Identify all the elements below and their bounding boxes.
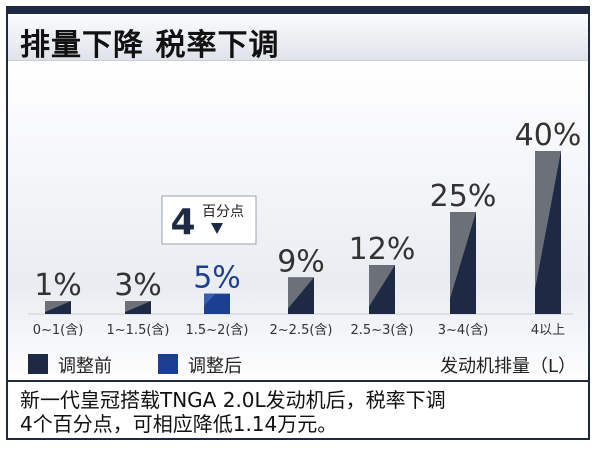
chart-frame: 排量下降 税率下调 1% 0~1(含) 3% 1~1.5(含) 5% 1.5~2(含) 9%… <box>6 6 590 440</box>
bar-value-label: 1% <box>34 268 82 303</box>
note-line-2: 4个百分点，可相应降低1.14万元。 <box>20 412 338 436</box>
bar-value-label: 5% <box>193 261 241 296</box>
bar-gray-overlay <box>450 212 476 299</box>
legend: 调整前 调整后 发动机排量（L） <box>8 345 588 379</box>
note-box: 新一代皇冠搭载TNGA 2.0L发动机后，税率下调 4个百分点，可相应降低1.1… <box>8 380 588 438</box>
bar-value-label: 3% <box>114 268 162 303</box>
annotation-box <box>161 195 257 245</box>
chart-title: 排量下降 税率下调 <box>20 28 280 63</box>
title-accent-bar <box>8 8 588 14</box>
bar-value-label: 40% <box>515 118 582 153</box>
bar-value-label: 25% <box>430 179 497 214</box>
bar-value-label: 9% <box>277 244 325 279</box>
plot-area: 1% 0~1(含) 3% 1~1.5(含) 5% 1.5~2(含) 9% 2~2.5(含) 12… <box>8 61 588 383</box>
x-tick-label: 3~4(含) <box>438 322 489 338</box>
x-tick-label: 2~2.5(含) <box>270 322 333 338</box>
legend-swatch-after <box>158 354 178 374</box>
annotation-text: 百分点 <box>202 204 244 220</box>
legend-label-after: 调整后 <box>188 356 242 377</box>
bar-value-label: 12% <box>349 232 416 267</box>
bar-highlight-overlay <box>204 293 216 306</box>
x-tick-label: 1~1.5(含) <box>107 322 170 338</box>
bar-gray-overlay <box>288 277 314 309</box>
x-axis-unit-label: 发动机排量（L） <box>439 356 576 377</box>
x-tick-label: 4以上 <box>531 323 565 338</box>
legend-label-before: 调整前 <box>58 356 112 377</box>
x-tick-label: 2.5~3(含) <box>351 322 414 338</box>
x-tick-label: 1.5~2(含) <box>186 322 249 338</box>
note-line-1: 新一代皇冠搭载TNGA 2.0L发动机后，税率下调 <box>20 388 446 412</box>
bar-chart: 1% 0~1(含) 3% 1~1.5(含) 5% 1.5~2(含) 9% 2~2.5(含) 12… <box>28 118 582 338</box>
legend-swatch-before <box>28 354 48 374</box>
annotation-value: 4 <box>170 202 195 243</box>
annotation-arrow-icon <box>211 223 223 234</box>
x-tick-label: 0~1(含) <box>33 322 84 338</box>
title-bar: 排量下降 税率下调 <box>8 8 588 63</box>
bar-gray-overlay <box>535 151 561 290</box>
